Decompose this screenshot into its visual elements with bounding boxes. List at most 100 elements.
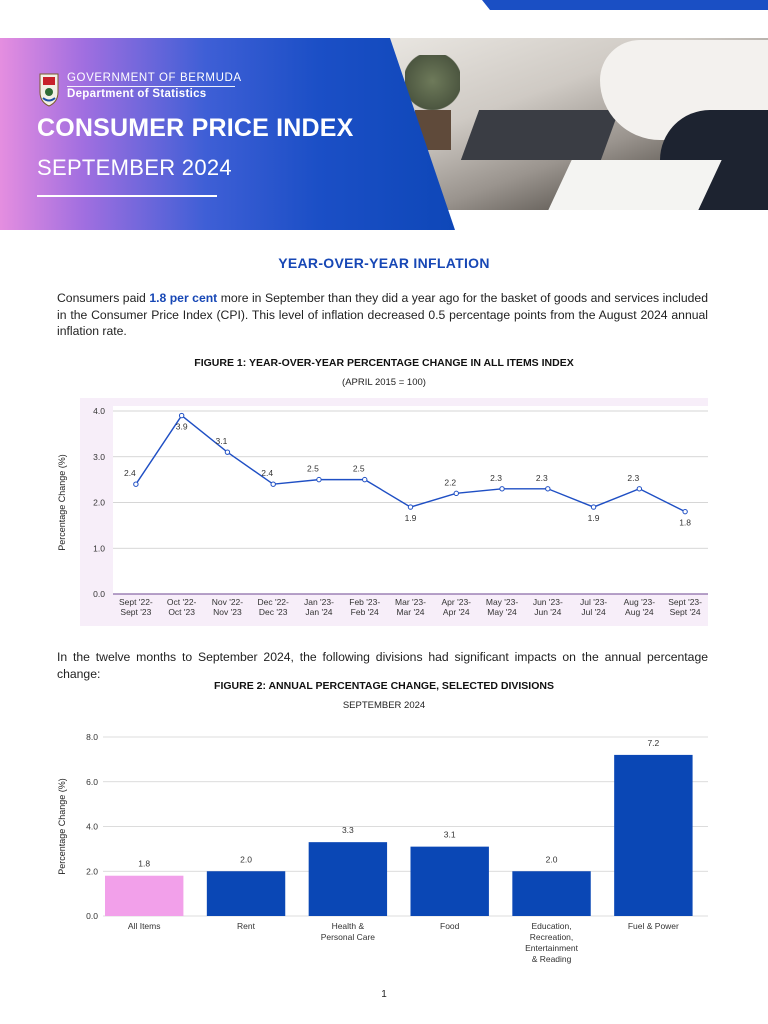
chart1-x-tick: Aug '24 [625,607,654,617]
chart1-x-tick: Dec '23 [259,607,288,617]
figure1-title: FIGURE 1: YEAR-OVER-YEAR PERCENTAGE CHAN… [194,357,574,369]
chart1-point [590,504,597,510]
chart2-x-tick: & Reading [532,954,572,964]
chart1-y-tick: 1.0 [93,543,105,553]
report-title: CONSUMER PRICE INDEX [37,114,354,142]
intro-highlight: 1.8 per cent [149,291,218,305]
intro-paragraph: Consumers paid 1.8 per cent more in Sept… [57,290,708,340]
chart1-x-tick: Nov '23 [213,607,242,617]
chart1-point [636,486,643,492]
chart2-x-tick: Rent [237,921,256,931]
chart1-y-axis-label: Percentage Change (%) [57,454,67,551]
chart1-data-label: 1.9 [588,513,600,523]
chart2-y-tick: 2.0 [86,866,98,876]
chart1-x-tick: Oct '22- [167,597,197,607]
chart2-bar [614,754,693,916]
chart1-x-tick: Jul '23- [580,597,607,607]
chart2-y-tick: 6.0 [86,777,98,787]
chart1-data-label: 2.3 [627,473,639,483]
chart1-point [133,481,139,487]
title-underline [37,195,217,197]
chart1-x-tick: Dec '22- [257,597,289,607]
government-rule [67,86,235,87]
chart1-data-label: 2.5 [307,464,319,474]
chart2-y-tick: 0.0 [86,911,98,921]
chart2-bar [410,846,489,916]
chart1-x-tick: Feb '24 [351,607,379,617]
chart2-y-axis-label: Percentage Change (%) [57,778,67,875]
chart2-bar [105,875,184,916]
chart1-y-tick: 2.0 [93,498,105,508]
figure2-subtitle: SEPTEMBER 2024 [342,700,426,711]
chart1-point [270,481,276,487]
chart1-data-label: 3.9 [176,422,188,432]
chart1-x-tick: Jan '23- [304,597,334,607]
chart2-data-label: 1.8 [138,859,150,869]
chart2-x-tick: Fuel & Power [628,921,679,931]
chart1-point [453,490,459,497]
chart1-x-tick: Mar '24 [396,607,424,617]
chart2-x-tick: Education, [531,921,571,931]
chart1-x-tick: Jul '24 [581,607,606,617]
chart1-point [407,504,414,510]
chart1-data-label: 2.4 [124,468,136,478]
chart1-data-label: 2.3 [490,473,502,483]
chart1-point [316,476,322,483]
chart1-x-tick: Nov '22- [212,597,244,607]
chart2-x-tick: Recreation, [530,932,573,942]
chart1-data-label: 2.5 [353,464,365,474]
chart1-data-label: 2.3 [536,473,548,483]
chart1-data-label: 1.8 [679,518,691,528]
chart1-x-tick: Jun '23- [533,597,563,607]
chart1-x-tick: Jan '24 [305,607,332,617]
chart1-point [682,508,688,515]
chart2-y-tick: 8.0 [86,732,98,742]
chart1-x-tick: Aug '23- [624,597,656,607]
chart1-x-tick: Apr '23- [442,597,472,607]
banner-photo [385,38,768,210]
chart2-y-tick: 4.0 [86,822,98,832]
chart2-bar [512,871,591,916]
chart1-x-tick: Apr '24 [443,607,470,617]
chart1-point [499,486,505,492]
chart1-x-tick: Jun '24 [534,607,561,617]
chart2-bar [206,871,286,916]
chart1-point [545,486,551,492]
header-banner: GOVERNMENT OF BERMUDA Department of Stat… [0,0,768,230]
chart2-x-tick: Health & [332,921,365,931]
intro-pre: Consumers paid [57,291,150,305]
banner-gradient [0,38,455,230]
chart1-x-tick: May '23- [486,597,518,607]
chart2-data-label: 2.0 [240,854,252,864]
report-date: SEPTEMBER 2024 [37,155,232,180]
chart1-x-tick: Feb '23- [349,597,380,607]
figure2-bar-chart: 0.0 2.0 4.0 6.0 8.0 Percentage Change (%) 1.8 A… [57,732,708,964]
chart1-x-tick: Mar '23- [395,597,426,607]
chart2-x-tick: Personal Care [321,932,376,942]
photo-paper [548,160,722,210]
chart1-point [178,412,185,419]
page-number: 1 [381,989,387,1000]
chart1-y-tick: 0.0 [93,589,105,599]
chart2-x-tick: Food [440,921,460,931]
chart1-x-tick: Sept '24 [670,607,701,617]
chart1-y-tick: 3.0 [93,452,105,462]
chart2-data-label: 3.1 [444,830,456,840]
chart2-bar [308,842,388,916]
chart1-plot-area [113,406,708,594]
figure2-title: FIGURE 2: ANNUAL PERCENTAGE CHANGE, SELE… [214,680,554,692]
chart1-x-tick: Sept '23 [120,607,151,617]
chart1-data-label: 3.1 [216,436,228,446]
intro-post: more in September than they did a year a… [57,291,708,338]
chart2-x-tick: All Items [128,921,161,931]
chart1-data-label: 2.4 [261,468,273,478]
photo-plant [405,55,460,120]
chart1-data-label: 2.2 [444,477,456,487]
chart1-data-label: 1.9 [405,513,417,523]
chart2-data-label: 2.0 [546,854,558,864]
chart1-point [362,476,368,483]
chart1-x-tick: May '24 [487,607,517,617]
government-label: GOVERNMENT OF BERMUDA [67,72,242,84]
chart2-data-label: 3.3 [342,825,354,835]
divisions-paragraph: In the twelve months to September 2024, … [57,650,708,681]
